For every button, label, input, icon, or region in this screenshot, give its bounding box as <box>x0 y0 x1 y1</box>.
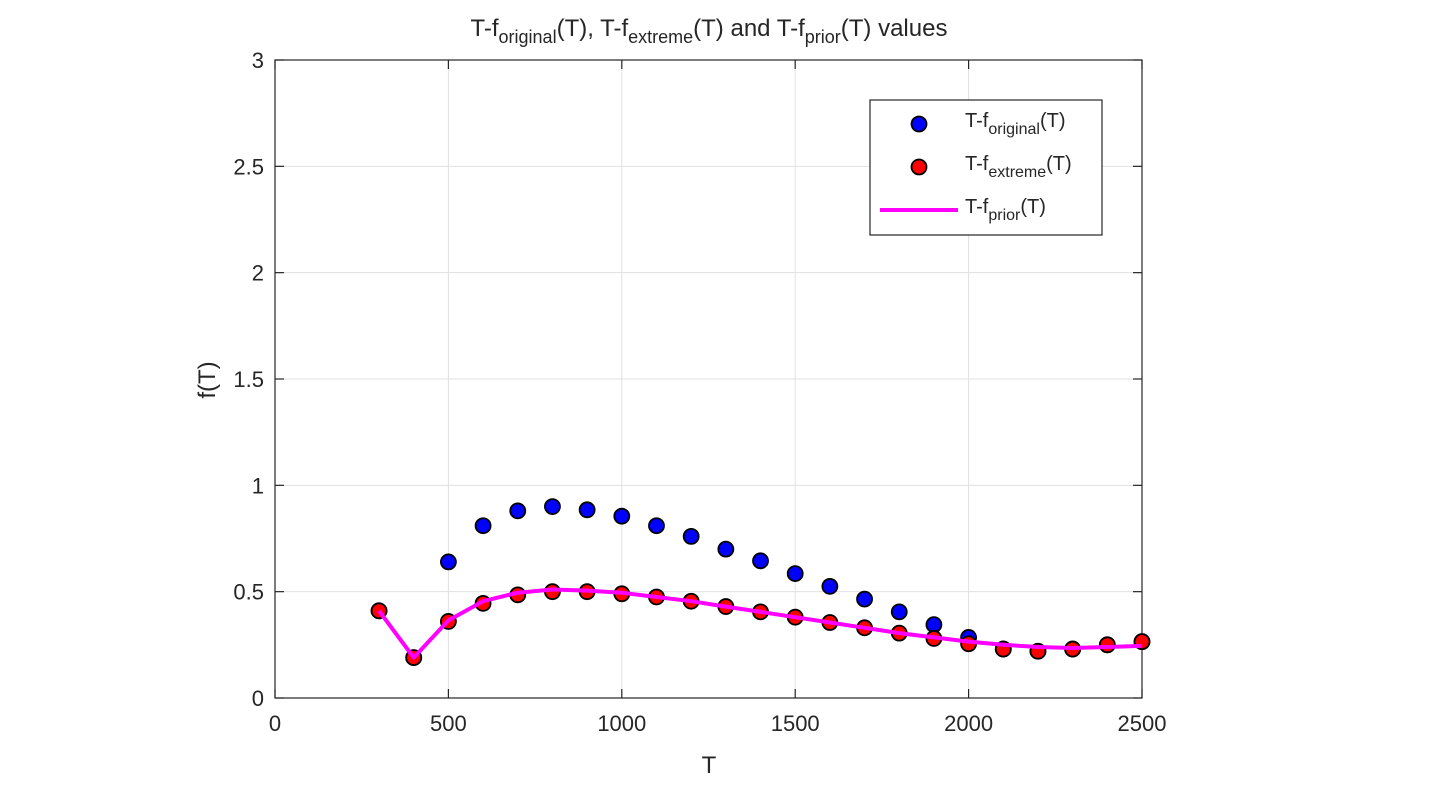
legend-label: T-fprior(T) <box>965 196 1046 224</box>
data-point <box>613 507 631 525</box>
y-tick-label: 0.5 <box>233 580 264 605</box>
subscript-text: extreme <box>988 164 1046 181</box>
x-tick-label: 1000 <box>597 711 646 736</box>
data-point <box>509 502 527 520</box>
data-point <box>752 552 769 570</box>
legend-box <box>869 99 1103 236</box>
data-point <box>717 540 735 558</box>
subscript-text: extreme <box>628 27 693 47</box>
text-part: (T) values <box>841 15 948 42</box>
data-point <box>648 517 665 535</box>
text-part: (T), T-f <box>557 15 629 42</box>
y-axis-label: f(T) <box>194 361 221 398</box>
subscript-text: prior <box>988 207 1021 224</box>
subscript-text: original <box>988 121 1040 138</box>
text-part: T-f <box>965 110 989 132</box>
chart-title: T-foriginal(T), T-fextreme(T) and T-fpri… <box>471 15 948 47</box>
subscript-text: original <box>499 27 557 47</box>
data-point <box>439 553 457 571</box>
x-axis-label: T <box>702 752 717 779</box>
legend-marker-swatch <box>910 115 928 133</box>
y-tick-label: 2 <box>252 261 264 286</box>
text-part: (T) <box>1020 196 1046 218</box>
text-part: T-f <box>471 15 499 42</box>
data-point <box>821 577 839 595</box>
x-tick-label: 2000 <box>944 711 993 736</box>
data-point <box>682 527 700 545</box>
legend-item: T-fextreme(T) <box>910 153 1072 181</box>
x-tick-label: 500 <box>430 711 467 736</box>
series-prior-line <box>377 587 1143 660</box>
text-part: T-f <box>965 196 989 218</box>
legend: T-foriginal(T)T-fextreme(T)T-fprior(T) <box>869 99 1103 236</box>
data-point <box>856 590 873 608</box>
data-point <box>474 517 492 535</box>
y-tick-label: 1.5 <box>233 367 264 392</box>
data-point <box>544 498 561 516</box>
x-tick-label: 1500 <box>771 711 820 736</box>
data-point <box>578 501 596 519</box>
axes <box>274 59 1143 699</box>
legend-label: T-foriginal(T) <box>965 110 1065 138</box>
x-tick-label: 0 <box>269 711 281 736</box>
legend-item: T-foriginal(T) <box>910 110 1065 138</box>
text-part: (T) <box>1046 153 1072 175</box>
text-part: (T) and T-f <box>693 15 805 42</box>
text-part: T-f <box>965 153 989 175</box>
subscript-text: prior <box>805 27 841 47</box>
legend-marker-swatch <box>910 158 928 176</box>
legend-item: T-fprior(T) <box>880 196 1046 224</box>
plot-area <box>370 498 1151 666</box>
y-tick-label: 0 <box>252 686 264 711</box>
y-tick-label: 2.5 <box>233 154 264 179</box>
legend-label: T-fextreme(T) <box>965 153 1072 181</box>
data-point <box>786 565 804 582</box>
data-point <box>925 616 943 634</box>
series-extreme <box>370 583 1151 666</box>
x-tick-label: 2500 <box>1118 711 1167 736</box>
y-tick-label: 1 <box>252 473 264 498</box>
series-original <box>370 498 1151 666</box>
y-tick-label: 3 <box>252 48 264 73</box>
data-point <box>890 603 908 621</box>
tick-labels: 0 500 1000 1500 2000 2500 0 0.5 1 1.5 2 2.5 3 <box>233 48 1166 736</box>
text-part: (T) <box>1040 110 1066 132</box>
